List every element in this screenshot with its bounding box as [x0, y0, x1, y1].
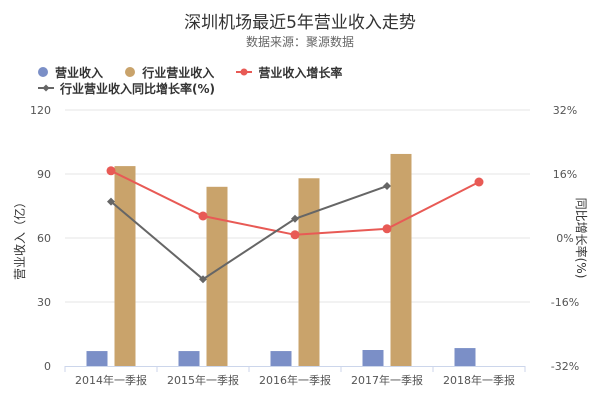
y2-tick-label: 0%: [556, 232, 573, 245]
y2-tick-label: 32%: [553, 104, 577, 117]
point-industry-growth: [199, 275, 207, 284]
legend-item-industry-revenue[interactable]: 行业营业收入: [125, 64, 214, 80]
x-tick-label: 2016年一季报: [259, 373, 331, 387]
point-industry-growth: [383, 182, 391, 190]
y2-tick-label: -16%: [551, 296, 579, 309]
legend-label: 行业营业收入同比增长率(%): [60, 81, 215, 96]
y-tick-label: 60: [37, 232, 51, 245]
bar-revenue: [178, 351, 200, 366]
point-industry-growth: [291, 214, 299, 223]
legend-label: 行业营业收入: [142, 65, 215, 80]
line-circle-icon: [236, 68, 253, 76]
circle-icon: [38, 67, 48, 77]
legend-label: 营业收入增长率: [258, 65, 343, 80]
x-tick-label: 2018年一季报: [443, 373, 515, 387]
bar-industry-revenue: [390, 153, 412, 366]
line-industry-growth: [110, 185, 388, 281]
point-revenue-growth: [290, 230, 300, 240]
line-revenue-growth: [110, 169, 480, 236]
point-revenue-growth: [198, 211, 208, 221]
point-revenue-growth: [106, 166, 116, 176]
bar-revenue: [454, 348, 476, 366]
legend: 营业收入 行业营业收入 营业收入增长率 行业营业收入同比增长率(%): [38, 64, 458, 96]
circle-icon: [125, 67, 136, 77]
line-diamond-icon: [38, 84, 54, 92]
y-tick-label: 30: [37, 296, 51, 309]
x-tick-label: 2014年一季报: [75, 373, 147, 387]
y-tick-label: 0: [44, 360, 51, 373]
point-revenue-growth: [474, 177, 484, 187]
bar-revenue: [362, 350, 384, 366]
legend-label: 营业收入: [55, 65, 104, 80]
bar-industry-revenue: [298, 178, 320, 366]
bar-industry-revenue: [206, 186, 228, 366]
y2-tick-label: 16%: [553, 168, 577, 181]
y2-tick-label: -32%: [551, 360, 579, 373]
y-axis-title: 营业收入（亿）: [12, 196, 27, 280]
y2-axis-title: 同比增长率(%): [574, 198, 589, 279]
point-industry-growth: [107, 197, 115, 206]
x-tick-label: 2015年一季报: [167, 373, 239, 387]
bar-revenue: [86, 351, 108, 366]
chart-subtitle: 数据来源：聚源数据: [245, 35, 354, 49]
legend-item-revenue[interactable]: 营业收入: [38, 64, 103, 80]
y-tick-label: 90: [37, 168, 51, 181]
legend-item-industry-growth[interactable]: 行业营业收入同比增长率(%): [38, 80, 215, 96]
x-tick-label: 2017年一季报: [351, 373, 423, 387]
point-revenue-growth: [382, 224, 392, 234]
chart-title: 深圳机场最近5年营业收入走势: [184, 13, 416, 33]
bar-industry-revenue: [114, 166, 136, 366]
legend-item-revenue-growth[interactable]: 营业收入增长率: [236, 64, 342, 80]
y-tick-label: 120: [30, 104, 51, 117]
bar-revenue: [270, 351, 292, 366]
